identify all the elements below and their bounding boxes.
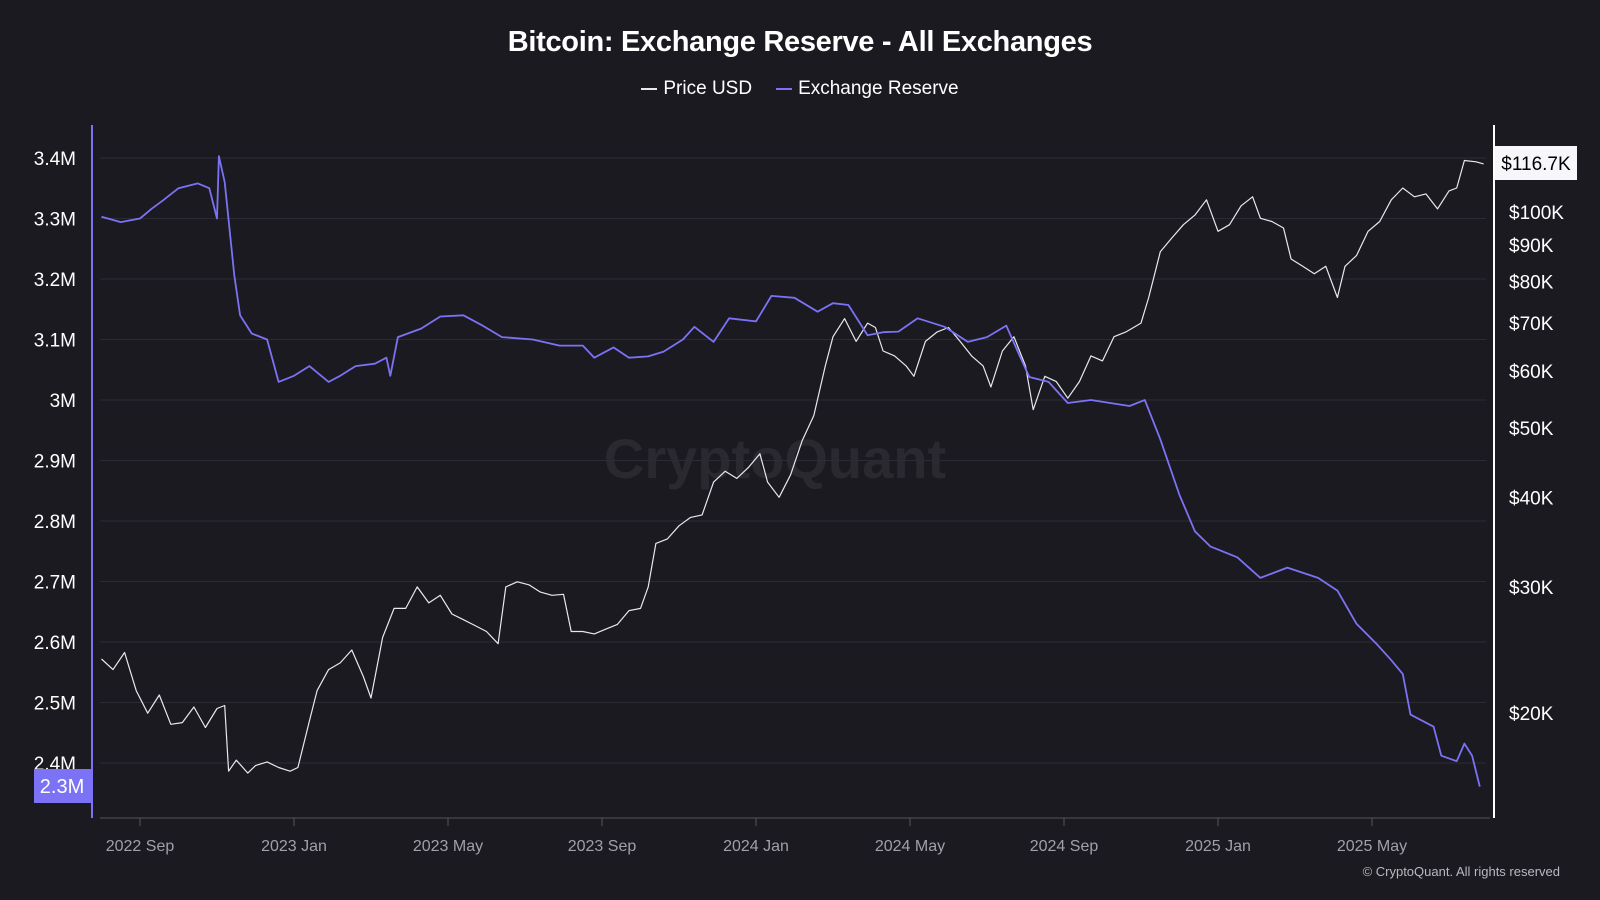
- x-tick-label: 2023 Sep: [568, 838, 637, 855]
- right-tick-label: $100K: [1509, 203, 1564, 224]
- legend-label: Exchange Reserve: [798, 78, 959, 99]
- right-tick-label: $40K: [1509, 488, 1554, 509]
- watermark: CryptoQuant: [604, 427, 946, 490]
- left-tick-label: 2.9M: [34, 452, 76, 473]
- right-tick-label: $90K: [1509, 236, 1554, 257]
- left-tick-label: 3M: [50, 391, 76, 412]
- current-price-badge: [1495, 146, 1577, 180]
- right-tick-label: $50K: [1509, 419, 1554, 440]
- legend-item-price[interactable]: Price USD: [641, 78, 752, 100]
- x-tick-label: 2025 Jan: [1185, 838, 1251, 855]
- current-price-label: $116.7K: [1501, 154, 1571, 175]
- current-reserve-label: 2.3M: [40, 776, 84, 798]
- left-tick-label: 3.1M: [34, 331, 76, 352]
- legend: Price USD Exchange Reserve: [0, 78, 1600, 100]
- x-tick-label: 2023 Jan: [261, 838, 327, 855]
- legend-swatch-price: [641, 88, 658, 90]
- legend-label: Price USD: [663, 78, 753, 99]
- left-tick-label: 2.7M: [34, 573, 76, 594]
- left-tick-label: 2.5M: [34, 694, 76, 715]
- reserve-line: [101, 155, 1481, 787]
- right-tick-label: $20K: [1509, 704, 1554, 725]
- x-tick-label: 2023 May: [413, 838, 483, 855]
- x-tick-label: 2022 Sep: [106, 838, 175, 855]
- chart-title: Bitcoin: Exchange Reserve - All Exchange…: [507, 26, 1093, 58]
- price-line: [101, 159, 1484, 774]
- right-tick-label: $70K: [1509, 314, 1554, 335]
- right-tick-label: $30K: [1509, 578, 1554, 599]
- legend-swatch-reserve: [776, 88, 793, 90]
- right-tick-label: $80K: [1509, 272, 1554, 293]
- right-tick-label: $60K: [1509, 362, 1554, 383]
- left-tick-label: 3.2M: [34, 270, 76, 291]
- copyright: © CryptoQuant. All rights reserved: [1362, 864, 1560, 879]
- left-tick-label: 3.3M: [34, 210, 76, 231]
- current-reserve-badge: [34, 769, 91, 803]
- legend-item-reserve[interactable]: Exchange Reserve: [776, 78, 959, 100]
- left-tick-label: 2.8M: [34, 512, 76, 533]
- x-tick-label: 2024 Jan: [723, 838, 789, 855]
- x-tick-label: 2025 May: [1337, 838, 1407, 855]
- x-tick-label: 2024 Sep: [1030, 838, 1099, 855]
- left-tick-label: 2.6M: [34, 633, 76, 654]
- x-tick-label: 2024 May: [875, 838, 945, 855]
- left-tick-label: 3.4M: [34, 149, 76, 170]
